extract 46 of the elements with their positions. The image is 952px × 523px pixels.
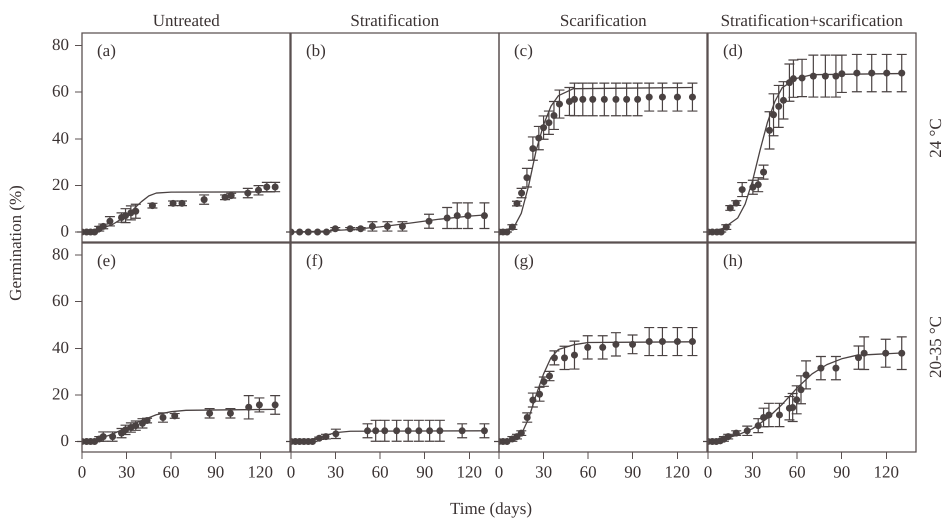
annotation: (c) — [514, 40, 533, 60]
annotation: (e) — [97, 250, 116, 270]
y-tick-label: 40 — [52, 128, 69, 148]
y-tick-label: 0 — [60, 221, 69, 240]
annotation: (g) — [514, 250, 534, 270]
y-tick-label: 60 — [52, 82, 69, 101]
x-tick-label: 0 — [703, 462, 712, 482]
x-tick-label: 30 — [118, 462, 136, 482]
y-tick-label: 0 — [60, 430, 69, 450]
annotation: (a) — [97, 40, 116, 60]
y-axis-title: Germination (%) — [6, 184, 26, 300]
y2-axis-title: 20-35 °C — [926, 316, 946, 378]
annotation: (h) — [722, 250, 742, 270]
x-tick-label: 120 — [664, 462, 690, 482]
y2-axis-title: 24 °C — [926, 118, 946, 158]
x-tick-label: 0 — [494, 462, 504, 482]
x-tick-label: 0 — [286, 462, 295, 482]
chart-title: Stratification+scarification — [720, 11, 903, 31]
x-tick-label: 60 — [580, 462, 597, 482]
x-tick-label: 60 — [788, 462, 806, 482]
x-tick-label: 120 — [456, 462, 482, 482]
x-tick-label: 30 — [744, 462, 761, 482]
x-tick-label: 90 — [624, 462, 642, 482]
x-tick-label: 30 — [535, 462, 552, 482]
x-tick-label: 90 — [416, 462, 433, 482]
chart-title: Stratification — [350, 11, 440, 31]
x-tick-label: 60 — [371, 462, 388, 482]
y-tick-label: 60 — [52, 290, 69, 310]
x-tick-label: 60 — [162, 462, 180, 482]
chart-title: Untreated — [152, 11, 220, 31]
x-tick-label: 30 — [326, 462, 344, 482]
y-tick-label: 80 — [52, 35, 69, 54]
x-tick-label: 120 — [873, 462, 899, 482]
x-tick-label: 90 — [832, 462, 850, 482]
annotation: (b) — [306, 40, 326, 60]
y-tick-label: 80 — [52, 244, 69, 264]
x-tick-label: 0 — [78, 462, 86, 482]
x-tick-label: 90 — [207, 462, 224, 482]
annotation: (d) — [722, 40, 742, 60]
chart-title: Scarification — [560, 11, 647, 31]
y-tick-label: 20 — [52, 174, 69, 194]
annotation: (f) — [306, 250, 322, 270]
y-tick-label: 20 — [52, 384, 69, 403]
y-tick-label: 40 — [52, 337, 69, 356]
x-tick-label: 120 — [248, 462, 274, 482]
x-axis-title: Time (days) — [450, 499, 532, 519]
